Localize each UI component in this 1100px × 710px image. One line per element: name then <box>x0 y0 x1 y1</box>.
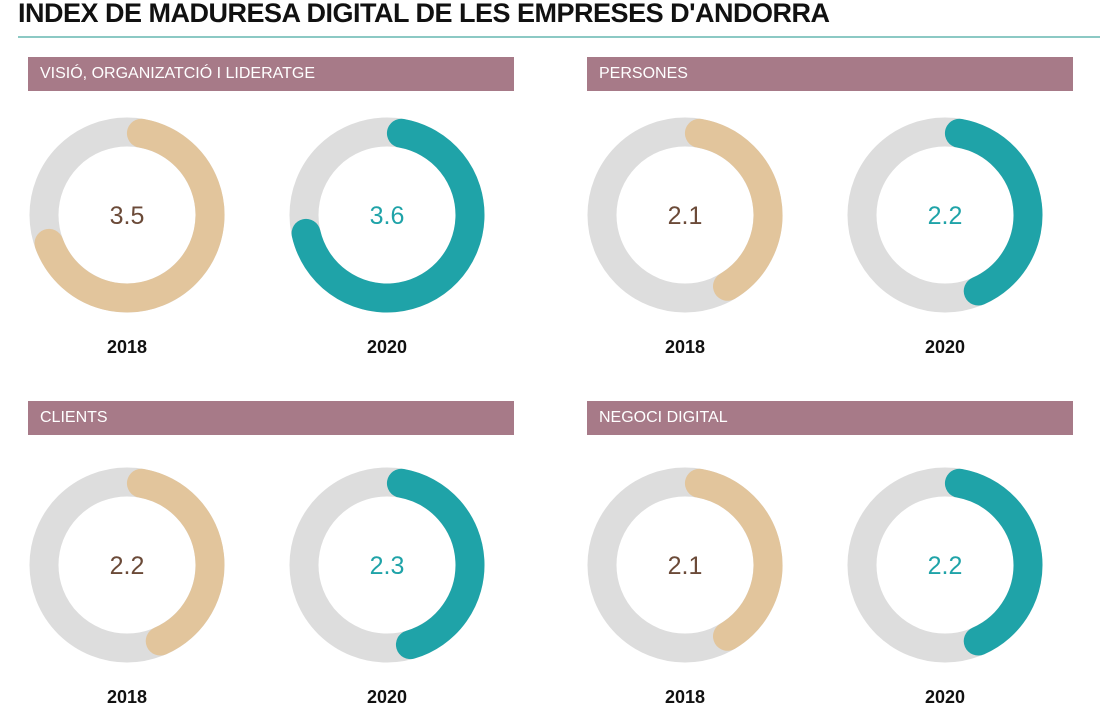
donut-value-arc <box>944 118 1043 306</box>
panel-header-persones: PERSONES <box>587 57 1073 91</box>
donut-value-label: 2.2 <box>110 552 145 580</box>
panel-header-vision: VISIÓ, ORGANIZATCIÓ I LIDERATGE <box>28 57 514 91</box>
donut-2018: 2.1 2018 <box>587 117 783 357</box>
donut-value-arc <box>944 468 1043 656</box>
donut-value-arc <box>126 468 225 656</box>
donut-2020: 2.3 2020 <box>289 467 485 707</box>
donut-2018: 3.5 2018 <box>29 117 225 357</box>
donut-2018: 2.2 2018 <box>29 467 225 707</box>
donut-value-arc <box>291 118 485 313</box>
donut-2020: 3.6 2020 <box>289 117 485 357</box>
donut-value-label: 2.2 <box>928 552 963 580</box>
donut-value-label: 2.3 <box>370 552 405 580</box>
year-label: 2020 <box>367 337 407 357</box>
year-label: 2018 <box>665 337 705 357</box>
panel-header-negoci: NEGOCI DIGITAL <box>587 401 1073 435</box>
panel-header-clients: CLIENTS <box>28 401 514 435</box>
year-label: 2018 <box>107 687 147 707</box>
year-label: 2018 <box>665 687 705 707</box>
year-label: 2020 <box>367 687 407 707</box>
year-label: 2020 <box>925 687 965 707</box>
year-label: 2018 <box>107 337 147 357</box>
page-title: INDEX DE MADURESA DIGITAL DE LES EMPRESE… <box>18 0 830 28</box>
donut-value-arc <box>34 118 225 313</box>
donut-2018: 2.1 2018 <box>587 467 783 707</box>
title-divider <box>18 36 1100 38</box>
donut-2020: 2.2 2020 <box>847 117 1043 357</box>
donut-2020: 2.2 2020 <box>847 467 1043 707</box>
donut-value-label: 2.1 <box>668 552 703 580</box>
donut-value-label: 2.1 <box>668 202 703 230</box>
donut-value-arc <box>684 468 783 651</box>
donut-value-label: 3.5 <box>110 202 145 230</box>
year-label: 2020 <box>925 337 965 357</box>
donut-value-arc <box>386 468 485 660</box>
donut-value-arc <box>684 118 783 301</box>
donut-value-label: 2.2 <box>928 202 963 230</box>
donut-value-label: 3.6 <box>370 202 405 230</box>
